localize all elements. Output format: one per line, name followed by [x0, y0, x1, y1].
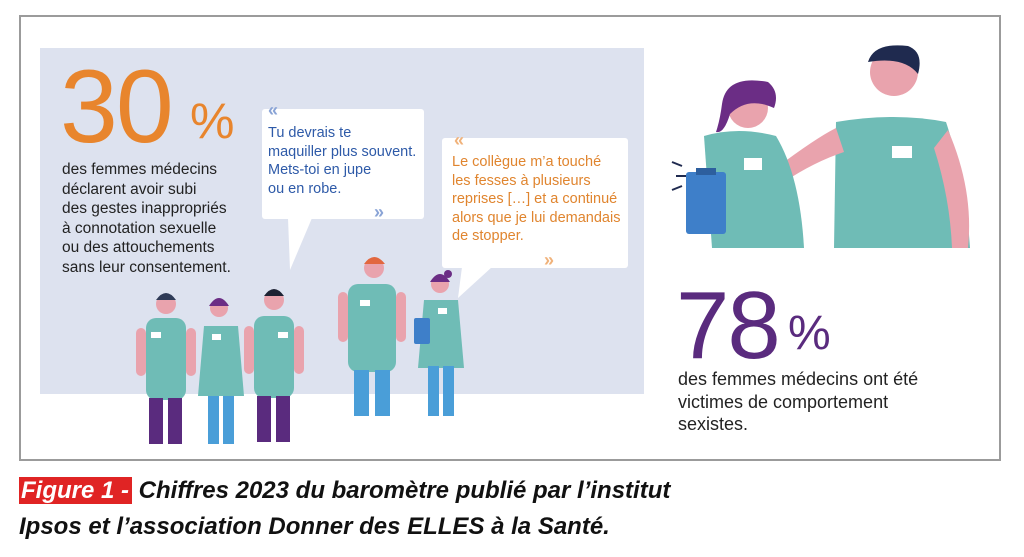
- stat-78-description: des femmes médecins ont été victimes de …: [678, 368, 978, 436]
- quote-1-open-mark: «: [268, 100, 278, 120]
- stat-78-line: victimes de comportement: [678, 391, 889, 412]
- quote-2-line: Le collègue m’a touché: [452, 154, 602, 170]
- doctor-figure: [776, 45, 970, 248]
- figure-caption-line-1: Figure 1 - Chiffres 2023 du baromètre pu…: [19, 477, 1009, 505]
- stat-30-line: déclarent avoir subi: [62, 180, 197, 198]
- doctor-figure: [338, 257, 406, 416]
- quote-2-line: alors que je lui demandais: [452, 209, 621, 226]
- quote-1-line: ou en robe.: [268, 180, 342, 197]
- speech-bubble-2: [442, 138, 628, 298]
- stat-30-line: des gestes inappropriés: [62, 200, 227, 217]
- quote-2-text: Le collègue m’a touché les fesses à plus…: [452, 153, 632, 246]
- stat-78-line: des femmes médecins ont été: [678, 369, 919, 389]
- stat-30-number: 30: [60, 49, 174, 165]
- caption-text-2: Ipsos et l’association Donner des ELLES …: [19, 513, 610, 540]
- doctor-figure: [244, 289, 304, 442]
- quote-1-close-mark: »: [374, 202, 384, 222]
- stat-78-number: 78: [676, 272, 781, 379]
- stat-30-line: à connotation sexuelle: [62, 219, 217, 237]
- caption-text-1: Chiffres 2023 du baromètre publié par l’…: [132, 477, 671, 504]
- figure-label: Figure 1 -: [19, 477, 133, 504]
- quote-1-text: Tu devrais te maquiller plus souvent. Me…: [268, 124, 428, 198]
- quote-1-line: Mets-toi en jupe: [268, 162, 372, 178]
- doctor-figure: [136, 293, 196, 444]
- stat-30-line: ou des attouchements: [62, 239, 215, 256]
- doctor-figure: [414, 270, 464, 416]
- stat-30-line: sans leur consentement.: [62, 258, 231, 276]
- stat-78-line: sexistes.: [678, 414, 749, 434]
- quote-2-line: de stopper.: [452, 228, 524, 244]
- quote-2-close-mark: »: [544, 250, 554, 270]
- quote-2-line: reprises […] et a continué: [452, 191, 618, 207]
- speech-bubble-1: [262, 109, 424, 270]
- stat-30-percent-sign: %: [190, 93, 235, 149]
- figure-caption-line-2: Ipsos et l’association Donner des ELLES …: [19, 513, 1009, 541]
- quote-1-line: Tu devrais te: [268, 125, 352, 141]
- quote-2-open-mark: «: [454, 130, 464, 150]
- stat-30-description: des femmes médecins déclarent avoir subi…: [62, 160, 272, 277]
- stat-78-percent-sign: %: [788, 307, 831, 360]
- doctor-figure: [198, 298, 244, 444]
- quote-2-line: les fesses à plusieurs: [452, 172, 591, 189]
- stat-30-line: des femmes médecins: [62, 161, 218, 178]
- quote-1-line: maquiller plus souvent.: [268, 143, 417, 160]
- doctor-figure: [671, 80, 804, 248]
